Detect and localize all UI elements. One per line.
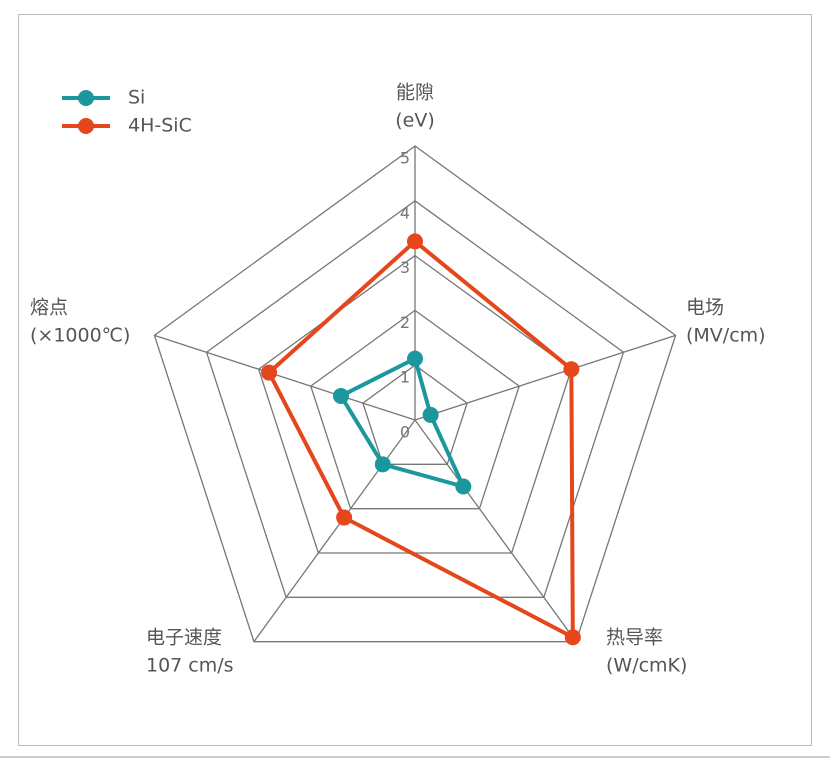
tick-label: 1 — [400, 368, 410, 387]
axis-label: 电子速度 — [146, 627, 222, 649]
tick-label: 2 — [400, 313, 410, 332]
grid-ring — [205, 199, 625, 598]
marker — [407, 350, 423, 367]
marker — [455, 478, 472, 495]
spoke — [414, 419, 577, 643]
tick-label: 5 — [400, 149, 410, 168]
grid-ring — [310, 309, 520, 510]
marker — [332, 387, 349, 404]
legend-label: 4H-SiC — [128, 115, 192, 137]
marker — [336, 509, 353, 526]
legend-label: Si — [128, 87, 145, 109]
spoke — [414, 334, 676, 421]
grid-ring — [153, 145, 677, 643]
spoke — [154, 334, 416, 421]
axis-label: 能隙 — [396, 82, 434, 104]
marker — [261, 364, 278, 381]
axis-label: (eV) — [395, 110, 435, 132]
axis-label: (×1000℃) — [30, 325, 130, 347]
marker — [563, 361, 580, 378]
axis-label: (W/cmK) — [606, 655, 687, 677]
axis-label: 熔点 — [30, 297, 68, 319]
frame — [18, 14, 812, 746]
tick-label: 4 — [400, 203, 410, 222]
axis-label: 电场 — [686, 297, 724, 319]
marker — [564, 629, 581, 646]
axis-label: (MV/cm) — [686, 325, 766, 347]
marker — [407, 233, 423, 250]
series-outline — [267, 239, 575, 640]
axis-label: 热导率 — [606, 627, 663, 649]
legend-marker — [78, 118, 94, 134]
spoke — [253, 419, 416, 643]
grid-ring — [362, 364, 468, 465]
tick-label: 3 — [400, 258, 410, 277]
tick-label: 0 — [400, 423, 410, 442]
series-outline — [338, 356, 466, 489]
marker — [422, 406, 439, 423]
axis-label: 107 cm/s — [146, 655, 234, 677]
marker — [374, 456, 391, 473]
legend-marker — [78, 90, 94, 106]
